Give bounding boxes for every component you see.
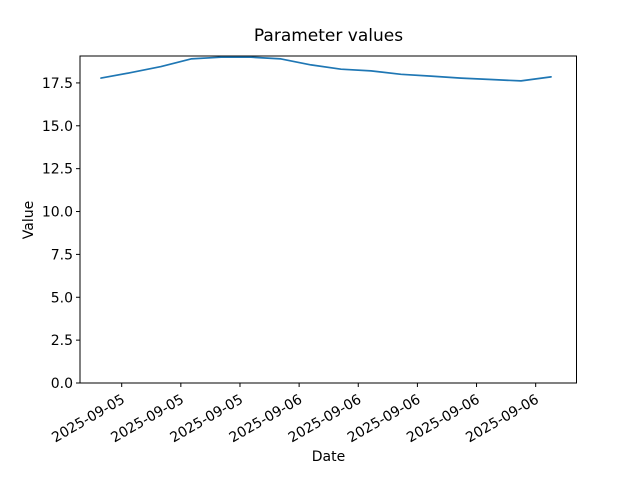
y-tick-label: 7.5: [51, 247, 73, 263]
x-axis-label: Date: [311, 449, 346, 465]
y-tick-label: 5.0: [51, 290, 73, 306]
y-tick-label: 0.0: [51, 376, 73, 392]
chart-title: Parameter values: [253, 26, 404, 46]
y-tick-label: 12.5: [42, 162, 73, 178]
y-tick-label: 2.5: [51, 333, 73, 349]
y-tick-label: 15.0: [42, 119, 73, 135]
y-tick-label: 10.0: [42, 205, 73, 221]
plot-spines: [79, 55, 577, 384]
y-tick-label: 17.5: [42, 76, 73, 92]
data-line: [100, 56, 552, 82]
